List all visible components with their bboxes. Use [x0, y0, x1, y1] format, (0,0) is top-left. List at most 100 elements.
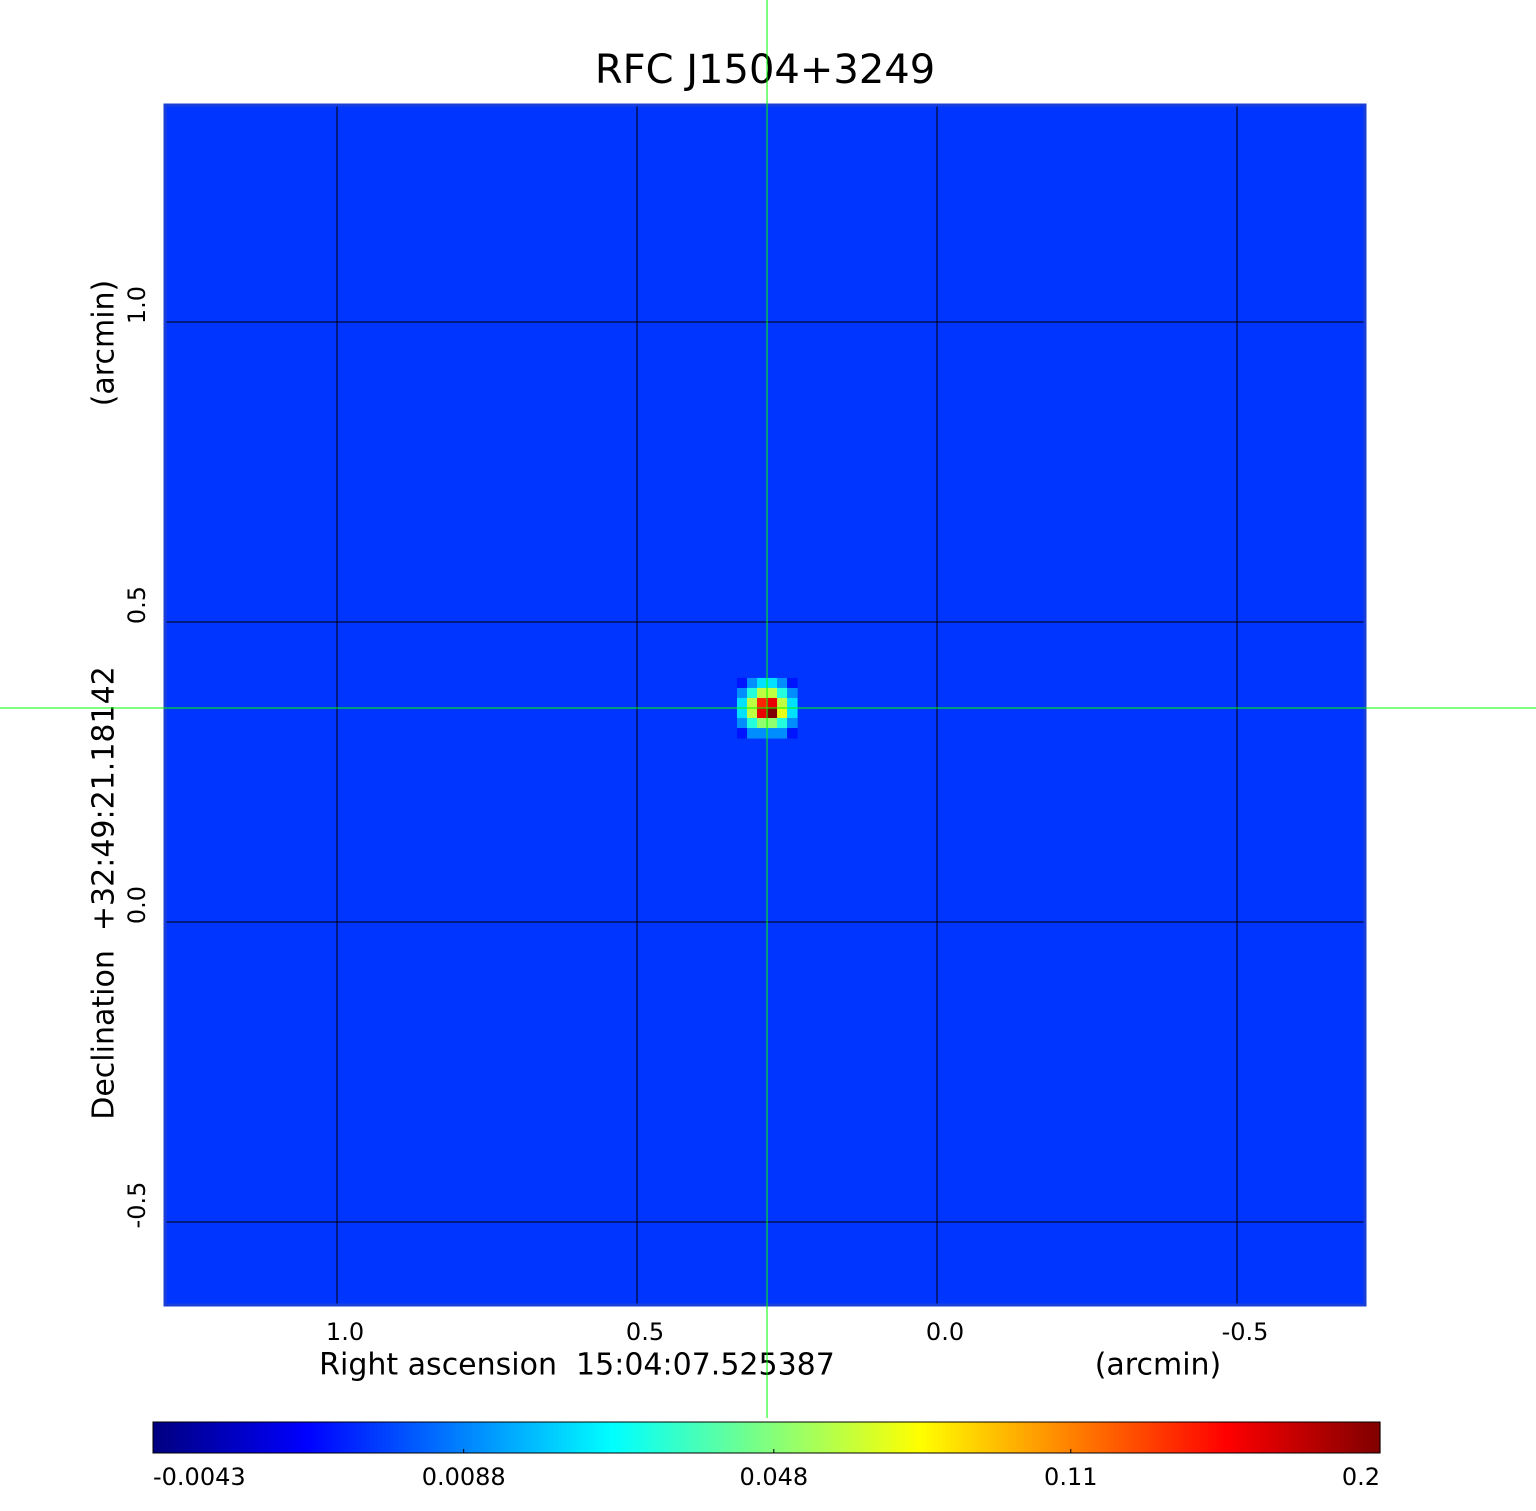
colorbar-segment [823, 1422, 829, 1453]
colorbar-segment [1146, 1422, 1152, 1453]
colorbar-segment [725, 1422, 731, 1453]
colorbar-segment [517, 1422, 522, 1453]
colorbar-segment [705, 1422, 710, 1453]
y-axis-label: Declination +32:49:21.18142 [87, 666, 122, 1120]
colorbar-segment [226, 1422, 232, 1453]
colorbar-segment [488, 1422, 494, 1453]
colorbar-segment [549, 1422, 555, 1453]
colorbar-segment [1216, 1422, 1222, 1453]
colorbar-segment [267, 1422, 273, 1453]
colorbar-segment [214, 1422, 220, 1453]
colorbar-segment [242, 1422, 248, 1453]
colorbar-segment [1077, 1422, 1083, 1453]
colorbar-segment [292, 1422, 297, 1453]
colorbar-segment [954, 1422, 960, 1453]
colorbar-segment [1253, 1422, 1258, 1453]
colorbar-segment [1371, 1422, 1377, 1453]
colorbar-segment [574, 1422, 579, 1453]
colorbar-segment [439, 1422, 444, 1453]
colorbar-segment [1040, 1422, 1046, 1453]
colorbar-segment [729, 1422, 735, 1453]
image-pixel [787, 697, 798, 709]
colorbar-segment [1224, 1422, 1230, 1453]
colorbar-segment [1232, 1422, 1238, 1453]
colorbar-segment [1265, 1422, 1271, 1453]
colorbar-segment [369, 1422, 375, 1453]
colorbar-segment [1150, 1422, 1156, 1453]
colorbar-segment [1085, 1422, 1091, 1453]
image-pixel [777, 708, 788, 719]
colorbar-segment [562, 1422, 567, 1453]
colorbar-segment [435, 1422, 440, 1453]
colorbar-segment [251, 1422, 256, 1453]
colorbar-segment [578, 1422, 584, 1453]
image-pixel [747, 697, 758, 709]
colorbar-segment [741, 1422, 747, 1453]
colorbar-segment [1048, 1422, 1054, 1453]
colorbar-segment [308, 1422, 314, 1453]
colorbar-segment [1375, 1422, 1381, 1453]
image-pixel [787, 718, 798, 729]
colorbar-segment [893, 1422, 898, 1453]
colorbar-segment [1273, 1422, 1279, 1453]
colorbar-segment [422, 1422, 428, 1453]
colorbar-segment [1240, 1422, 1246, 1453]
colorbar-segment [541, 1422, 547, 1453]
colorbar-segment [848, 1422, 853, 1453]
colorbar-segment [357, 1422, 363, 1453]
x-tick-label: -0.5 [1222, 1318, 1269, 1346]
colorbar-segment [202, 1422, 207, 1453]
colorbar-segment [1302, 1422, 1307, 1453]
colorbar-segment [807, 1422, 813, 1453]
colorbar-segment [410, 1422, 416, 1453]
colorbar-segment [590, 1422, 596, 1453]
colorbar-segment [909, 1422, 915, 1453]
colorbar-tick-label: -0.0043 [153, 1463, 246, 1491]
colorbar-segment [701, 1422, 706, 1453]
colorbar-segment [157, 1422, 162, 1453]
colorbar-segment [962, 1422, 968, 1453]
colorbar-segment [1245, 1422, 1250, 1453]
image-pixel [767, 697, 778, 709]
colorbar-segment [398, 1422, 404, 1453]
colorbar-segment [1294, 1422, 1299, 1453]
image-pixel [757, 697, 768, 709]
colorbar-segment [1343, 1422, 1348, 1453]
colorbar-segment [1355, 1422, 1361, 1453]
colorbar-segment [259, 1422, 265, 1453]
colorbar-segment [557, 1422, 563, 1453]
colorbar-segment [533, 1422, 539, 1453]
colorbar-segment [958, 1422, 964, 1453]
image-pixel [736, 677, 748, 689]
image-pixel [767, 687, 778, 699]
colorbar-segment [750, 1422, 755, 1453]
colorbar-segment [255, 1422, 260, 1453]
colorbar-segment [275, 1422, 281, 1453]
image-pixel [736, 697, 748, 709]
colorbar-segment [803, 1422, 808, 1453]
colorbar-segment [1257, 1422, 1262, 1453]
colorbar-segment [279, 1422, 285, 1453]
colorbar-segment [181, 1422, 187, 1453]
colorbar-segment [1310, 1422, 1316, 1453]
colorbar-segment [864, 1422, 870, 1453]
colorbar-segment [165, 1422, 170, 1453]
colorbar-segment [852, 1422, 858, 1453]
colorbar-segment [484, 1422, 489, 1453]
colorbar-segment [684, 1422, 690, 1453]
y-tick-label: 1.0 [123, 286, 151, 324]
image-pixel [736, 687, 748, 699]
colorbar-segment [332, 1422, 338, 1453]
colorbar-segment [762, 1422, 768, 1453]
y-tick-label: 0.5 [123, 586, 151, 624]
image-pixel [757, 687, 768, 699]
colorbar-segment [361, 1422, 367, 1453]
colorbar-segment [365, 1422, 371, 1453]
colorbar-segment [1195, 1422, 1201, 1453]
image-pixel [747, 677, 758, 689]
colorbar-segment [504, 1422, 510, 1453]
colorbar-segment [1020, 1422, 1025, 1453]
colorbar-segment [1134, 1422, 1140, 1453]
colorbar-segment [341, 1422, 346, 1453]
colorbar-segment [623, 1422, 629, 1453]
